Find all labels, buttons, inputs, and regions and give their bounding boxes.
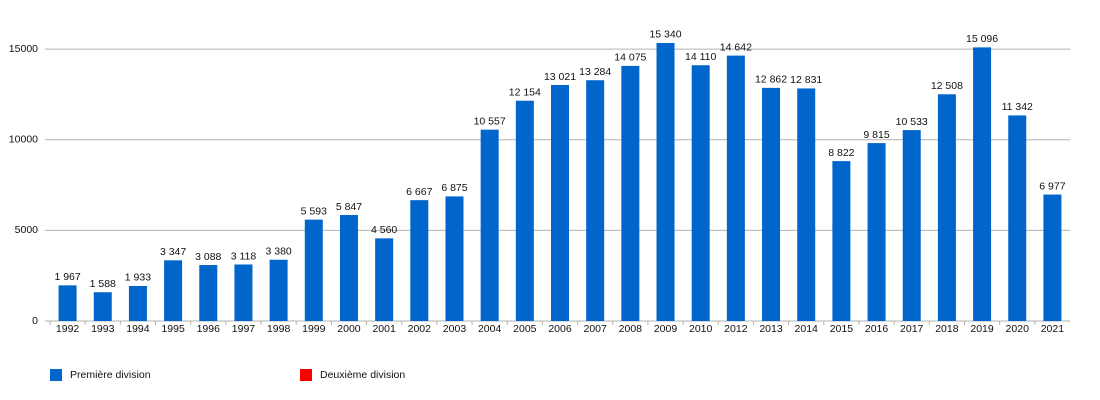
bar	[199, 265, 218, 321]
x-tick-label: 1992	[56, 323, 80, 335]
bar	[410, 200, 429, 321]
legend-label: Première division	[70, 369, 151, 381]
bar	[375, 238, 394, 321]
x-tick-label: 2006	[548, 323, 572, 335]
bar	[128, 285, 147, 321]
bar	[973, 47, 992, 321]
y-tick-label: 5000	[15, 224, 39, 236]
bar	[1008, 115, 1027, 322]
value-label: 3 088	[195, 251, 221, 263]
value-label: 5 847	[336, 201, 362, 213]
value-label: 12 154	[509, 86, 541, 98]
y-tick-label: 0	[32, 315, 38, 327]
bar	[937, 94, 956, 321]
x-tick-label: 2015	[830, 323, 854, 335]
x-tick-label: 2019	[970, 323, 994, 335]
value-label: 14 642	[720, 41, 752, 53]
value-label: 10 533	[896, 116, 928, 128]
value-label: 6 977	[1039, 180, 1065, 192]
value-label: 8 822	[828, 147, 854, 159]
x-tick-label: 2013	[759, 323, 783, 335]
legend-swatch	[300, 369, 312, 381]
bar	[726, 55, 745, 322]
value-label: 11 342	[1002, 101, 1033, 113]
bar	[691, 65, 710, 321]
value-label: 12 831	[790, 74, 822, 86]
bar	[339, 215, 358, 321]
bar	[867, 143, 886, 321]
value-label: 6 875	[441, 182, 467, 194]
y-tick-label: 15000	[9, 43, 38, 55]
value-label: 3 118	[231, 250, 257, 262]
value-label: 14 110	[685, 51, 716, 63]
value-label: 3 380	[265, 246, 291, 258]
x-tick-label: 2004	[478, 323, 502, 335]
value-label: 13 021	[544, 71, 576, 83]
value-label: 5 593	[301, 205, 327, 217]
bar	[621, 65, 640, 321]
legend-swatch	[50, 369, 62, 381]
x-tick-label: 2005	[513, 323, 537, 335]
value-label: 12 508	[931, 80, 963, 92]
bar	[445, 196, 464, 321]
x-tick-label: 1995	[161, 323, 185, 335]
bar	[234, 264, 253, 321]
value-label: 9 815	[863, 129, 889, 141]
x-tick-label: 2014	[795, 323, 819, 335]
x-tick-label: 2003	[443, 323, 467, 335]
x-tick-label: 2017	[900, 323, 924, 335]
value-label: 13 284	[579, 66, 611, 78]
value-label: 10 557	[474, 115, 506, 127]
x-tick-label: 2020	[1006, 323, 1030, 335]
x-tick-label: 2007	[583, 323, 607, 335]
x-tick-label: 1994	[126, 323, 150, 335]
x-tick-label: 2001	[372, 323, 396, 335]
value-label: 6 667	[406, 186, 432, 198]
value-label: 1 967	[54, 271, 80, 283]
x-tick-label: 2008	[619, 323, 643, 335]
bar	[832, 161, 851, 321]
x-tick-label: 2012	[724, 323, 748, 335]
x-tick-label: 1993	[91, 323, 115, 335]
x-tick-label: 2009	[654, 323, 678, 335]
bar	[656, 42, 675, 322]
value-label: 1 588	[90, 278, 116, 290]
bar	[58, 285, 77, 321]
bar	[586, 80, 605, 321]
bar	[551, 84, 569, 321]
x-tick-label: 1997	[232, 323, 256, 335]
x-tick-label: 1998	[267, 323, 291, 335]
bar	[269, 259, 288, 321]
value-label: 14 075	[614, 52, 646, 64]
value-label: 12 862	[755, 74, 787, 86]
legend-label: Deuxième division	[320, 369, 405, 381]
bar	[164, 260, 183, 321]
x-tick-label: 2002	[408, 323, 432, 335]
x-tick-label: 2021	[1041, 323, 1065, 335]
y-tick-label: 10000	[9, 134, 38, 146]
x-tick-label: 2016	[865, 323, 889, 335]
bar	[762, 87, 781, 321]
bar	[304, 219, 323, 321]
x-tick-label: 2018	[935, 323, 959, 335]
value-label: 15 340	[649, 29, 681, 41]
value-label: 1 933	[125, 272, 151, 284]
value-label: 15 096	[966, 33, 998, 45]
x-tick-label: 1996	[197, 323, 221, 335]
bar	[515, 100, 534, 322]
x-tick-label: 2010	[689, 323, 713, 335]
bar	[797, 88, 816, 321]
bar	[902, 130, 921, 321]
bar	[1043, 194, 1062, 321]
bar	[93, 292, 112, 321]
value-label: 3 347	[160, 246, 186, 258]
bar	[480, 129, 499, 321]
value-label: 4 560	[371, 224, 397, 236]
x-tick-label: 2000	[337, 323, 361, 335]
x-tick-label: 1999	[302, 323, 326, 335]
